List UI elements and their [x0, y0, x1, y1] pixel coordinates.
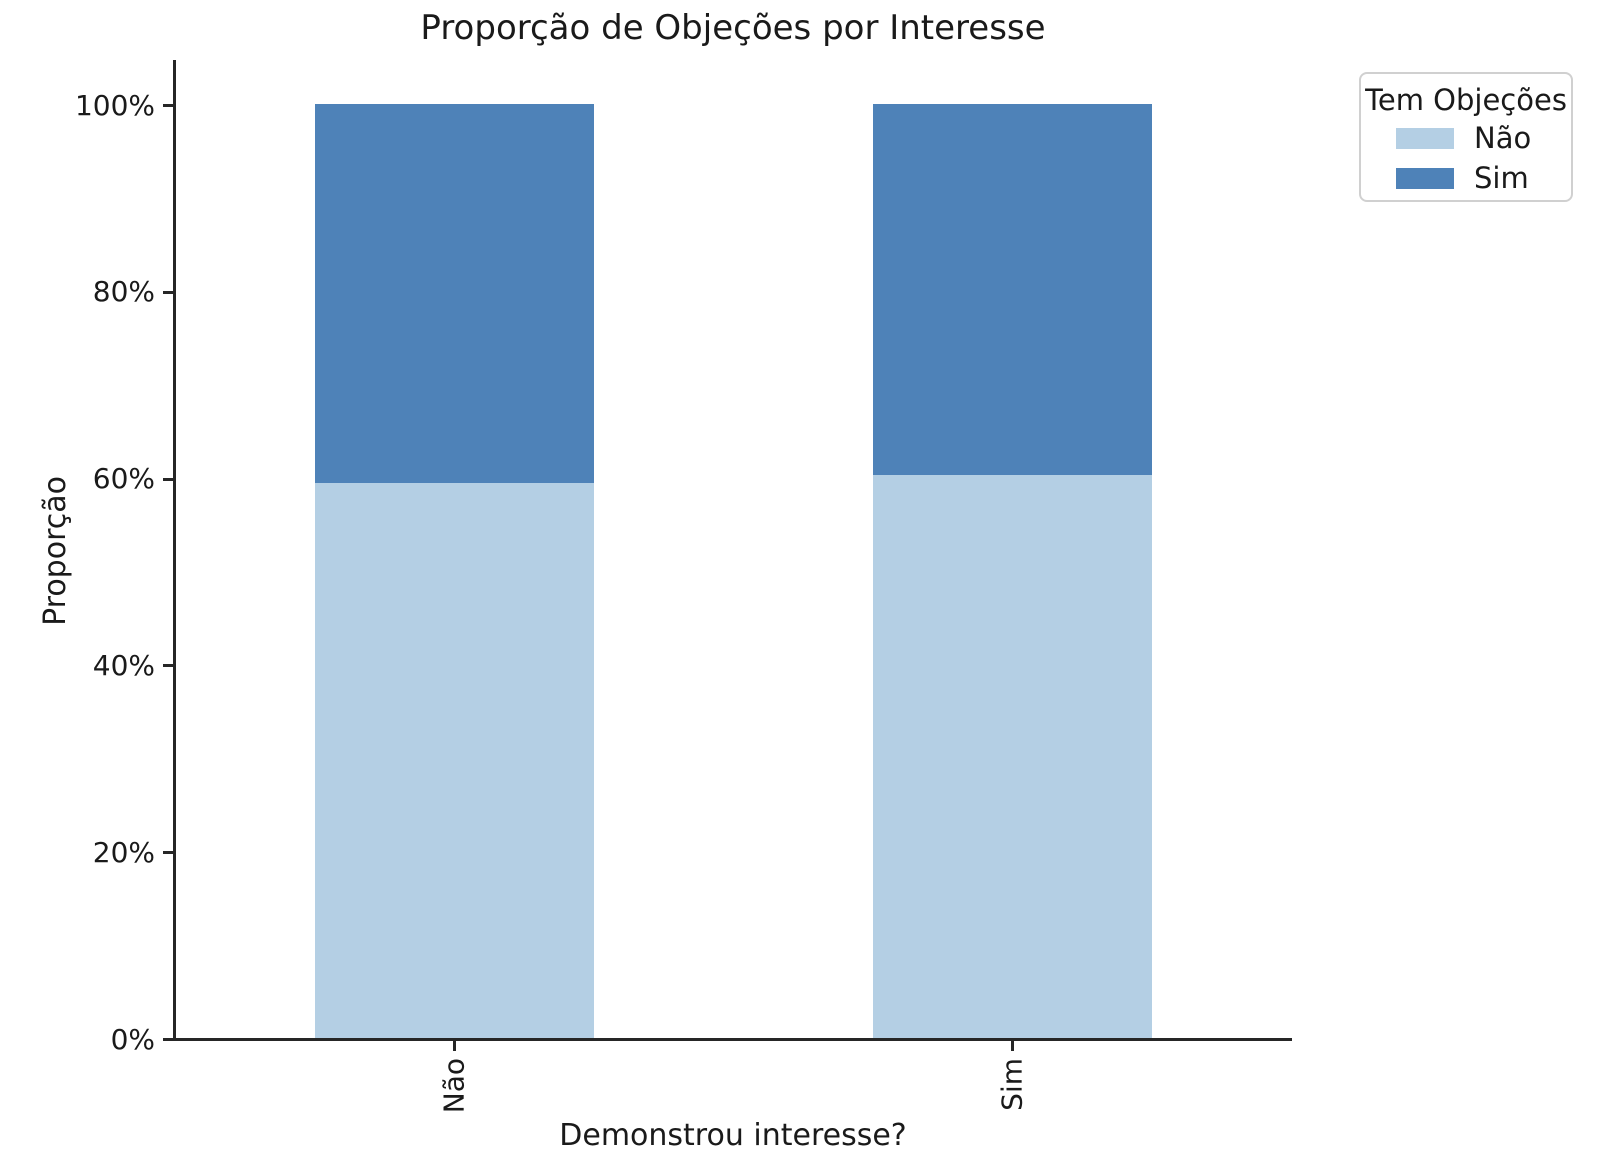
y-tick-mark [163, 851, 173, 855]
y-tick-mark [163, 290, 173, 294]
y-tick-label: 0% [110, 1022, 155, 1056]
bar-segment-sim-não [314, 104, 594, 484]
x-tick-label-wrap: Não [438, 1058, 471, 1117]
bar-segment-sim-sim [872, 104, 1152, 475]
legend-label-nao: Não [1474, 121, 1532, 155]
x-tick-mark [452, 1038, 456, 1051]
y-tick-mark [163, 664, 173, 668]
y-tick-mark [163, 1038, 173, 1041]
y-tick-label: 60% [92, 462, 155, 496]
legend-row-sim: Sim [1361, 158, 1571, 198]
y-axis-spine [173, 60, 176, 1041]
bar-segment-não-sim [872, 474, 1152, 1038]
legend-title: Tem Objeções [1365, 83, 1567, 117]
bar-segment-não-não [314, 483, 594, 1038]
legend-label-sim: Sim [1474, 161, 1529, 195]
x-tick-label: Sim [995, 1058, 1029, 1111]
y-axis-label-wrap: Proporção [38, 62, 73, 1039]
y-tick-mark [163, 104, 173, 107]
legend-swatch-sim [1396, 167, 1454, 189]
y-axis-label: Proporção [38, 475, 73, 626]
x-axis-label: Demonstrou interesse? [559, 1118, 907, 1153]
y-tick-label: 100% [74, 88, 155, 122]
y-tick-mark [163, 477, 173, 481]
y-tick-label: 40% [92, 648, 155, 682]
y-tick-label: 20% [92, 835, 155, 869]
x-axis-spine [173, 1038, 1292, 1041]
chart-title: Proporção de Objeções por Interesse [420, 8, 1046, 48]
legend-swatch-nao [1396, 127, 1454, 149]
y-tick-label: 80% [92, 275, 155, 309]
legend-row-nao: Não [1361, 118, 1571, 158]
x-tick-mark [1010, 1038, 1014, 1051]
x-tick-label-wrap: Sim [996, 1058, 1029, 1115]
x-tick-label: Não [437, 1058, 471, 1114]
legend: Tem Objeções Não Sim [1359, 72, 1573, 202]
